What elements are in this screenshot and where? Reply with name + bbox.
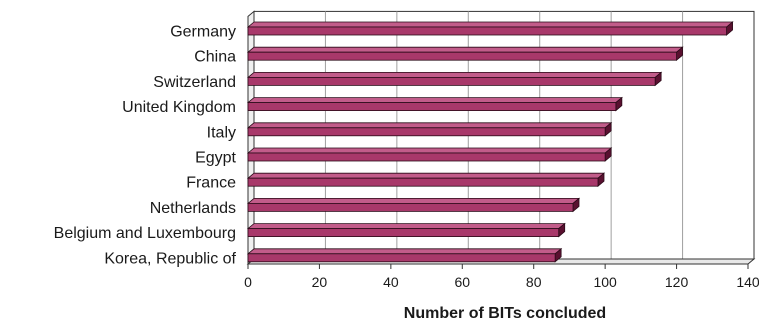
category-label: Netherlands <box>150 200 236 217</box>
bar-front-face <box>247 152 606 162</box>
bar <box>246 247 563 263</box>
bar-top-face <box>246 72 663 78</box>
x-tick-label: 60 <box>454 274 470 290</box>
x-tick-label: 20 <box>312 274 328 290</box>
bar-top-face <box>246 46 684 53</box>
category-label: United Kingdom <box>122 99 236 116</box>
x-tick-label: 140 <box>736 274 759 290</box>
x-tick-label: 100 <box>593 274 617 290</box>
bar-front-face <box>247 127 606 137</box>
category-label: Switzerland <box>153 74 236 91</box>
category-label: Italy <box>207 124 236 141</box>
x-tick-label: 80 <box>526 274 542 290</box>
x-axis-title: Number of BITs concluded <box>404 305 606 321</box>
bar-top-face <box>246 147 613 154</box>
category-labels: Germany China Switzerland United Kingdom Ita… <box>54 24 237 268</box>
bar-top-face <box>246 122 613 129</box>
bar <box>246 147 613 162</box>
bar <box>246 21 734 36</box>
bars-layer <box>246 21 734 263</box>
x-tick-label: 40 <box>383 274 399 290</box>
bar-front-face <box>247 228 560 238</box>
x-tick-label: 0 <box>244 274 252 290</box>
category-label: Germany <box>170 24 236 41</box>
bar-top-face <box>246 198 581 204</box>
bar <box>246 71 663 87</box>
bar-front-face <box>247 202 574 212</box>
bar <box>246 197 581 213</box>
category-label: China <box>194 49 236 66</box>
x-tick-label: 120 <box>665 274 689 290</box>
bar-front-face <box>247 253 556 263</box>
bar-top-face <box>246 248 563 255</box>
bar-front-face <box>247 77 656 86</box>
bar-front-face <box>247 102 617 111</box>
bar-front-face <box>247 177 599 187</box>
bar <box>246 46 684 62</box>
bar-top-face <box>246 223 566 229</box>
category-label: Egypt <box>195 150 236 167</box>
category-label: France <box>186 175 236 192</box>
bar-top-face <box>246 172 606 179</box>
bar-top-face <box>246 97 623 103</box>
bar-top-face <box>246 21 734 28</box>
bar <box>246 222 566 238</box>
x-axis-ticks: 0 20 40 60 80 100 120 140 <box>244 264 759 290</box>
bar-front-face <box>247 51 677 61</box>
category-label: Korea, Republic of <box>104 250 236 267</box>
bar <box>246 96 623 112</box>
bar <box>246 172 606 188</box>
bar-front-face <box>247 26 727 36</box>
bar <box>246 121 613 137</box>
category-label: Belgium and Luxembourg <box>54 225 236 242</box>
